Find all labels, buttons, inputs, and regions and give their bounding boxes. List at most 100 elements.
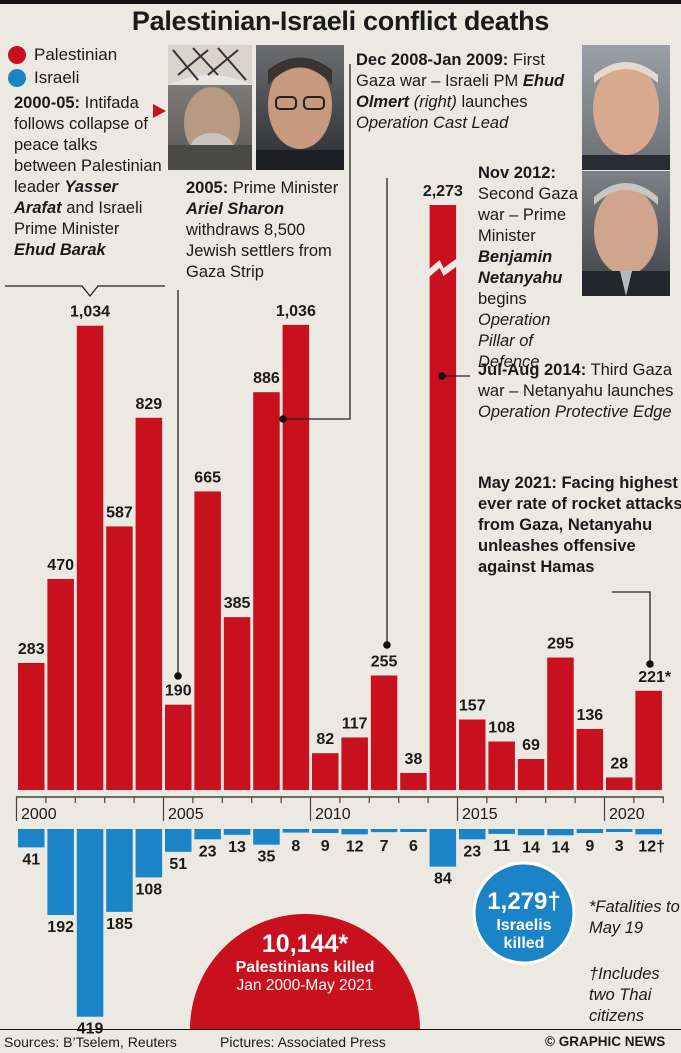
leader-2005-dot [174,672,182,680]
bar-label-israeli-2020: 3 [615,838,624,855]
total-palestinian-badge [190,914,420,1029]
bar-palestinian-2003 [106,526,133,790]
bar-israeli-2018 [547,829,574,836]
x-tick-label-2015: 2015 [462,806,498,823]
annotation-cast-lead-olmert: Ehud Olmert [356,72,565,111]
bar-label-palestinian-2021: 221* [638,669,672,686]
annotation-intifada-arafat: Yasser Arafat [14,178,118,217]
footnote-fatalities: *Fatalities to May 19 [589,898,680,937]
annotation-sharon-name: Ariel Sharon [186,200,285,218]
bar-label-israeli-2016: 11 [493,838,510,855]
legend-label-israeli: Israeli [34,68,80,87]
bar-label-palestinian-2011: 117 [342,715,368,732]
leader-2008 [283,64,351,420]
total-israeli-label: Israelis [496,917,551,934]
annotation-cast-lead-text: First Gaza war – Israeli PM [356,51,545,90]
annotation-sharon-text2: withdraws 8,500 Jewish settlers from Gaz… [186,221,332,281]
bar-palestinian-2004 [135,417,163,790]
bar-label-palestinian-2018: 295 [547,636,574,653]
footer-sources: Sources: B’Tselem, Reuters [4,1034,177,1050]
x-tick-label-2020: 2020 [609,806,645,823]
barak-portrait-icon [256,57,344,170]
annotation-intifada: 2000-05: Intifada follows collapse of pe… [14,93,164,261]
leader-2021-dot [646,660,654,668]
footer-pictures: Pictures: Associated Press [220,1034,386,1050]
bar-palestinian-2005 [165,704,192,790]
bar-palestinian-2002 [76,325,104,790]
annotation-intifada-barak: Ehud Barak [14,241,106,259]
bar-palestinian-2008 [253,392,280,790]
axis-break-icon [425,256,461,280]
bar-label-palestinian-2002: 1,034 [70,304,110,321]
annotation-cast-lead: Dec 2008-Jan 2009: First Gaza war – Isra… [356,50,578,134]
bar-israeli-2021 [635,829,662,835]
bar-label-israeli-2000: 41 [22,851,40,868]
bar-label-israeli-2005: 51 [169,856,187,873]
olmert-portrait-icon [582,62,670,170]
bar-palestinian-2012 [370,675,398,790]
bar-label-palestinian-2003: 587 [106,504,133,521]
bar-palestinian-2000 [18,662,45,790]
bar-label-palestinian-2001: 470 [47,557,74,574]
bar-label-israeli-2008: 35 [258,849,276,866]
bar-palestinian-2006 [194,491,221,790]
bar-label-palestinian-2004: 829 [135,396,162,413]
barak-photo [256,45,344,170]
legend-label-palestinian: Palestinian [34,45,118,64]
bar-label-palestinian-2005: 190 [165,683,192,700]
bar-israeli-2017 [517,829,545,836]
annotation-pillar-text2: begins [478,290,527,308]
bar-label-palestinian-2000: 283 [18,641,45,658]
bar-palestinian-2021 [635,690,662,790]
bar-label-israeli-2004: 108 [135,881,162,898]
bar-israeli-2014 [429,829,457,867]
bar-israeli-2001 [47,829,74,916]
annotation-cast-lead-paren: (right) [409,93,457,111]
bar-israeli-2012 [370,829,398,833]
bar-israeli-2007 [223,829,251,835]
bar-label-palestinian-2012: 255 [371,654,398,671]
annotation-cast-lead-op: Operation Cast Lead [356,114,509,132]
total-israeli-label2: killed [504,935,545,952]
annotation-pillar-head: Nov 2012: [478,164,556,182]
bar-israeli-2008 [253,829,280,845]
bar-label-israeli-2018: 14 [552,839,570,856]
annotation-intifada-head: 2000-05: [14,94,81,112]
annotation-protective-op: Operation Protective Edge [478,403,672,421]
bar-label-palestinian-2009: 1,036 [276,303,316,320]
bar-israeli-2011 [341,829,368,835]
annotation-pillar: Nov 2012: Second Gaza war – Prime Minist… [478,163,582,373]
x-tick-label-2000: 2000 [21,806,57,823]
annotation-pillar-netanyahu: Benjamin Netanyahu [478,248,563,287]
bar-label-israeli-2015: 23 [463,843,481,860]
bar-palestinian-2011 [341,737,368,790]
bar-israeli-2013 [400,829,427,832]
bar-label-palestinian-2017: 69 [522,737,540,754]
total-palestinian-value: 10,144* [262,930,348,958]
annotation-may-2021: May 2021: Facing highest ever rate of ro… [478,474,681,576]
bar-palestinian-2015 [459,719,486,790]
annotation-cast-lead-head: Dec 2008-Jan 2009: [356,51,509,69]
bar-palestinian-2010 [312,753,339,790]
bar-label-palestinian-2020: 28 [610,755,628,772]
bar-label-palestinian-2015: 157 [459,698,486,715]
olmert-photo [582,45,670,170]
annotation-intifada-text2: and Israeli Prime Minister [14,199,143,238]
bar-palestinian-2018 [547,657,574,790]
bar-label-israeli-2009: 8 [291,838,300,855]
footer-credit: © GRAPHIC NEWS [545,1034,666,1049]
leader-2014-dot [438,372,446,380]
bar-label-israeli-2014: 84 [434,871,452,888]
annotation-intifada-text: Intifada follows collapse of peace talks… [14,94,162,196]
bar-label-palestinian-2019: 136 [576,707,603,724]
chart-title: Palestinian-Israeli conflict deaths [131,6,550,36]
bar-israeli-2020 [606,829,633,832]
leader-2008-dot [279,415,287,423]
annotation-cast-lead-text2: launches [456,93,528,111]
legend-swatch-israeli [8,69,26,87]
arafat-photo [168,45,252,170]
footnote-thai: †Includes two Thai citizens [589,965,660,1025]
leader-intifada-bracket [5,285,165,298]
arrow-arafat-icon [153,104,166,118]
